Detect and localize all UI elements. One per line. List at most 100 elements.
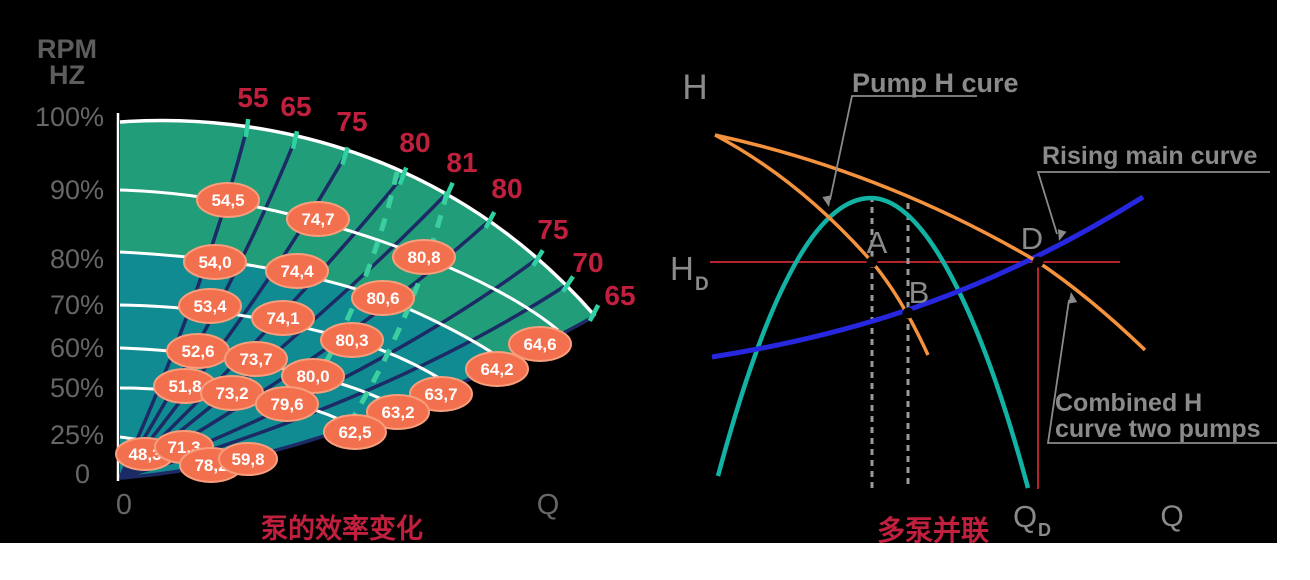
bep-dashed-right [344, 191, 450, 430]
badge: 80,8 [392, 239, 456, 275]
hd-subscript: D [695, 274, 709, 295]
contour-label-75: 75 [336, 106, 367, 137]
badge-value: 74,7 [301, 210, 334, 229]
arrow-to-pump-curve-icon [822, 195, 832, 207]
pump-h-curve-label: Pump H cure [852, 68, 1019, 98]
point-a-label: A [867, 225, 888, 260]
parallel-pumps-diagram: H Pump H cure Rising main curve Combined… [670, 68, 1277, 543]
tick-80 [397, 166, 409, 186]
y-tick-70: 70% [50, 290, 104, 320]
badge-value: 53,4 [193, 297, 227, 316]
tick-75 [340, 146, 350, 166]
speed-curve-90 [119, 188, 559, 332]
badge: 80,6 [351, 280, 415, 316]
point-b-dot [902, 307, 914, 319]
contour-labels: 55 65 75 80 81 80 75 70 65 [237, 82, 635, 311]
badge-ellipse [409, 376, 473, 412]
badge: 74,1 [251, 300, 315, 336]
tick-81 [443, 181, 455, 201]
contour-75 [118, 155, 347, 480]
badge-ellipse [320, 322, 384, 358]
combined-label-leader [1046, 299, 1277, 444]
badge-ellipse [465, 351, 529, 387]
speed-curve-100 [119, 118, 597, 318]
hd-main: H [670, 250, 694, 287]
badge: 74,4 [265, 253, 329, 289]
badge: 63,7 [409, 376, 473, 412]
contour-label-81: 81 [446, 147, 477, 178]
pump-diagram-svg: 54,5 74,7 80,8 64,6 54,0 74,4 80,6 64,2 … [35, 34, 1277, 543]
qd-subscript: D [1038, 520, 1051, 540]
contour-label-55: 55 [237, 82, 268, 113]
rising-main-curve [711, 194, 1145, 360]
x-origin-label: 0 [116, 489, 132, 521]
leader-arrowheads [822, 195, 1078, 304]
badge: 62,5 [323, 414, 387, 450]
badge-ellipse [281, 358, 345, 394]
arrow-to-rising-curve-icon [1057, 229, 1067, 241]
qd-main: Q [1013, 499, 1037, 534]
y-tick-25: 25% [50, 420, 104, 450]
badge-ellipse [255, 386, 319, 422]
tick-80b [483, 210, 497, 230]
badge: 59,8 [218, 442, 278, 476]
tick-55 [243, 118, 251, 138]
rising-main-curve-label: Rising main curve [1042, 142, 1257, 170]
badge-value: 64,2 [480, 360, 513, 379]
tick-75b [531, 249, 545, 267]
y-tick-0: 0 [75, 459, 90, 489]
badge-value: 80,8 [407, 248, 440, 267]
badge: 53,4 [178, 288, 242, 324]
hd-label: H D [670, 250, 709, 295]
badge-value: 64,6 [523, 335, 556, 354]
y-axis-unit-hz: HZ [49, 60, 85, 90]
annotation-leaders [829, 95, 1277, 444]
point-b-label: B [909, 275, 930, 310]
badge-value: 52,6 [181, 342, 214, 361]
combined-h-curve [714, 133, 1147, 352]
y-tick-90: 90% [50, 175, 104, 205]
point-d-dot [1032, 256, 1044, 268]
badge-ellipse [265, 253, 329, 289]
badge-ellipse [178, 288, 242, 324]
y-axis-unit-rpm: RPM [37, 34, 97, 64]
h-axis-label: H [682, 68, 707, 107]
y-tick-50: 50% [50, 373, 104, 403]
badge-value: 73,7 [239, 350, 272, 369]
badge-ellipse [286, 201, 350, 237]
badge: 80,0 [281, 358, 345, 394]
badge-ellipse [224, 341, 288, 377]
badge-value: 62,5 [338, 423, 371, 442]
badge-ellipse [366, 394, 430, 430]
badge-value: 48,3 [128, 445, 161, 464]
badge-value: 54,0 [198, 253, 231, 272]
efficiency-map: 54,5 74,7 80,8 64,6 54,0 74,4 80,6 64,2 … [35, 34, 636, 543]
badge-ellipse [218, 442, 278, 476]
rising-label-leader [1036, 171, 1270, 235]
badge-value: 63,7 [424, 385, 457, 404]
badge-value: 80,3 [335, 331, 368, 350]
badge-value: 80,6 [366, 289, 399, 308]
badge: 63,2 [366, 394, 430, 430]
contour-label-70b: 70 [572, 247, 603, 278]
arrow-to-combined-curve-icon [1068, 292, 1078, 304]
badge-value: 74,4 [280, 262, 314, 281]
contour-label-80b: 80 [491, 173, 522, 204]
right-chart-caption: 多泵并联 [877, 515, 989, 543]
diagram-canvas: 54,5 74,7 80,8 64,6 54,0 74,4 80,6 64,2 … [0, 0, 1277, 543]
badge-value: 80,0 [296, 367, 329, 386]
contour-label-75b: 75 [537, 214, 568, 245]
combined-curve-label-line2: curve two pumps [1055, 415, 1261, 443]
point-d-label: D [1021, 221, 1043, 256]
badge: 73,2 [200, 375, 264, 411]
badge-value: 73,2 [215, 384, 248, 403]
tick-65b [587, 303, 601, 323]
badge-ellipse [323, 414, 387, 450]
badge: 74,7 [286, 201, 350, 237]
qd-label: Q D [1013, 499, 1051, 540]
combined-curve-label-line1: Combined H [1055, 389, 1202, 417]
y-tick-80: 80% [50, 244, 104, 274]
badge-ellipse [351, 280, 415, 316]
badge-ellipse [392, 239, 456, 275]
